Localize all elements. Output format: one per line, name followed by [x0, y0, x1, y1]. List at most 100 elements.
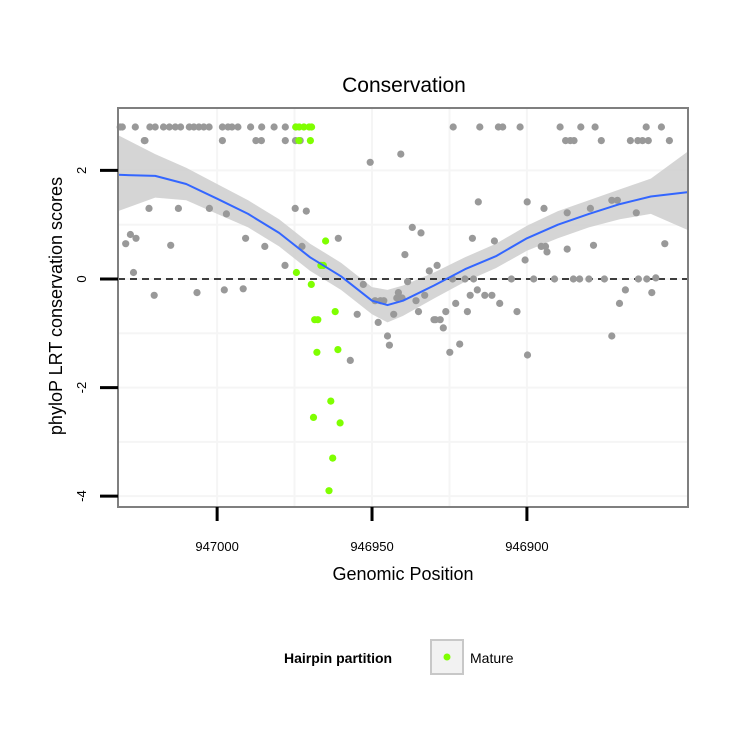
data-point-other [626, 137, 635, 145]
data-point-other [218, 137, 226, 145]
data-point-other [353, 310, 361, 318]
data-point-other [129, 268, 138, 277]
data-point-other [281, 261, 289, 269]
x-tick-label: 946900 [505, 539, 548, 554]
data-point-other [242, 234, 250, 242]
data-point-other [476, 123, 484, 131]
data-point-other [118, 123, 126, 131]
x-tick-label: 947000 [195, 539, 238, 554]
data-point-other [563, 245, 571, 253]
data-point-other [507, 275, 515, 283]
data-point-other [394, 289, 402, 297]
data-point-other [513, 308, 521, 316]
data-point-other [621, 286, 630, 294]
data-point-other [165, 123, 173, 131]
legend-title: Hairpin partition [284, 650, 392, 666]
data-point-other [521, 256, 529, 264]
data-point-other [466, 291, 474, 299]
x-axis: 947000 946950 946900 [195, 507, 549, 554]
data-point-other [408, 223, 416, 231]
legend: Hairpin partition Mature [284, 639, 514, 675]
data-point-other [366, 158, 374, 166]
data-point-other [569, 275, 578, 283]
data-point-other [456, 340, 464, 348]
data-point-other [597, 137, 605, 145]
data-point-other [589, 241, 598, 249]
data-point-other [474, 198, 482, 206]
data-point-mature [327, 397, 335, 405]
y-tick-label: 0 [74, 275, 89, 282]
data-point-other [239, 285, 247, 293]
data-point-other [190, 123, 198, 131]
data-point-other [638, 137, 647, 145]
data-point-other [270, 123, 278, 131]
data-point-other [439, 324, 447, 332]
x-tick-label: 946950 [350, 539, 393, 554]
data-point-other [205, 204, 213, 212]
data-point-other [586, 204, 595, 212]
y-axis-title: phyloP LRT conservation scores [46, 177, 66, 435]
plot-panel [116, 107, 689, 508]
data-point-other [496, 299, 504, 307]
data-point-other [247, 123, 255, 131]
data-point-other [446, 348, 454, 356]
data-point-other [608, 332, 616, 340]
points-other-series [116, 123, 674, 364]
data-point-mature [313, 348, 321, 356]
data-point-other [634, 275, 643, 283]
data-point-other [591, 123, 599, 131]
data-point-other [516, 123, 524, 131]
data-point-other [523, 351, 532, 359]
data-point-other [556, 123, 564, 131]
data-point-other [412, 297, 420, 305]
data-point-other [374, 318, 382, 326]
data-point-other [577, 123, 585, 131]
data-point-other [141, 137, 149, 145]
data-point-mature [322, 237, 330, 245]
legend-key-mature-point [443, 653, 451, 661]
data-point-other [122, 240, 130, 248]
data-point-other [397, 150, 405, 158]
data-point-other [302, 207, 310, 215]
data-point-other [613, 196, 622, 204]
data-point-other [433, 261, 441, 269]
data-point-other [425, 267, 433, 275]
data-point-other [414, 308, 423, 316]
data-point-other [468, 234, 476, 242]
data-point-mature [309, 413, 318, 421]
y-tick-label: -2 [74, 382, 89, 394]
data-point-mature [300, 123, 308, 131]
data-point-other [615, 299, 624, 307]
panel-border [117, 107, 689, 508]
data-point-other [550, 275, 559, 283]
data-point-other [281, 123, 289, 131]
data-point-other [473, 286, 481, 294]
smooth-line-layer [117, 173, 689, 307]
data-point-other [642, 123, 650, 131]
data-point-mature [325, 487, 333, 495]
data-point-other [334, 234, 342, 242]
data-point-other [390, 310, 398, 318]
data-point-other [570, 137, 578, 145]
data-point-other [421, 291, 429, 299]
data-point-other [463, 308, 471, 316]
data-point-other [643, 275, 651, 283]
data-point-other [401, 251, 409, 259]
data-point-other [652, 274, 660, 282]
data-point-other [600, 275, 609, 283]
data-point-other [151, 123, 159, 131]
data-point-other [150, 291, 158, 299]
data-point-other [131, 123, 139, 131]
data-point-other [218, 123, 226, 131]
data-point-other [541, 242, 550, 250]
data-point-other [665, 137, 674, 145]
y-tick-label: -4 [74, 490, 89, 502]
data-point-other [417, 229, 425, 237]
data-point-other [177, 123, 185, 131]
data-point-mature [306, 137, 314, 145]
chart-title: Conservation [342, 74, 466, 97]
data-point-mature [336, 419, 344, 427]
data-point-other [359, 280, 367, 288]
data-point-mature [314, 316, 322, 324]
